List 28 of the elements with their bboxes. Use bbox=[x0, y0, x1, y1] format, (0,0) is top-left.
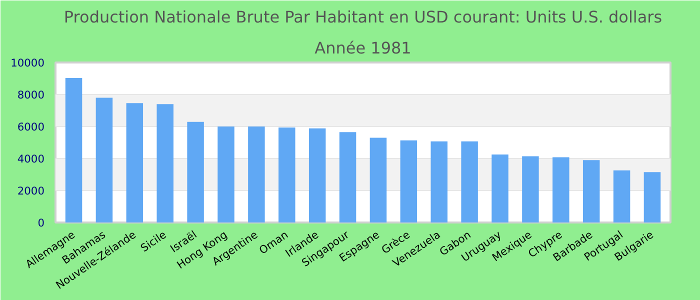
bar bbox=[644, 172, 661, 222]
bar bbox=[218, 126, 234, 222]
bar bbox=[613, 170, 630, 222]
bar bbox=[65, 78, 82, 222]
chart-title: Production Nationale Brute Par Habitant en USD courant: Units U.S. dollars bbox=[64, 8, 662, 26]
y-tick-label: 0 bbox=[38, 216, 45, 230]
bar bbox=[96, 98, 113, 222]
bar bbox=[430, 141, 448, 222]
bar bbox=[582, 160, 600, 222]
bar bbox=[400, 140, 418, 222]
bar bbox=[248, 126, 265, 222]
y-tick-label: 4000 bbox=[17, 152, 45, 166]
bar bbox=[308, 128, 326, 222]
y-tick-label: 8000 bbox=[17, 88, 45, 102]
y-tick-label: 10000 bbox=[10, 56, 45, 70]
chart-subtitle: Année 1981 bbox=[314, 38, 412, 58]
bar bbox=[278, 127, 296, 222]
bar bbox=[339, 132, 356, 222]
bar bbox=[156, 104, 174, 222]
y-tick-label: 6000 bbox=[17, 120, 45, 134]
bar bbox=[461, 141, 478, 222]
bar bbox=[492, 154, 508, 222]
bar bbox=[552, 157, 570, 222]
bar bbox=[126, 103, 144, 222]
bar bbox=[187, 122, 204, 222]
bar bbox=[522, 156, 539, 222]
bar bbox=[370, 138, 387, 222]
y-tick-label: 2000 bbox=[17, 184, 45, 198]
